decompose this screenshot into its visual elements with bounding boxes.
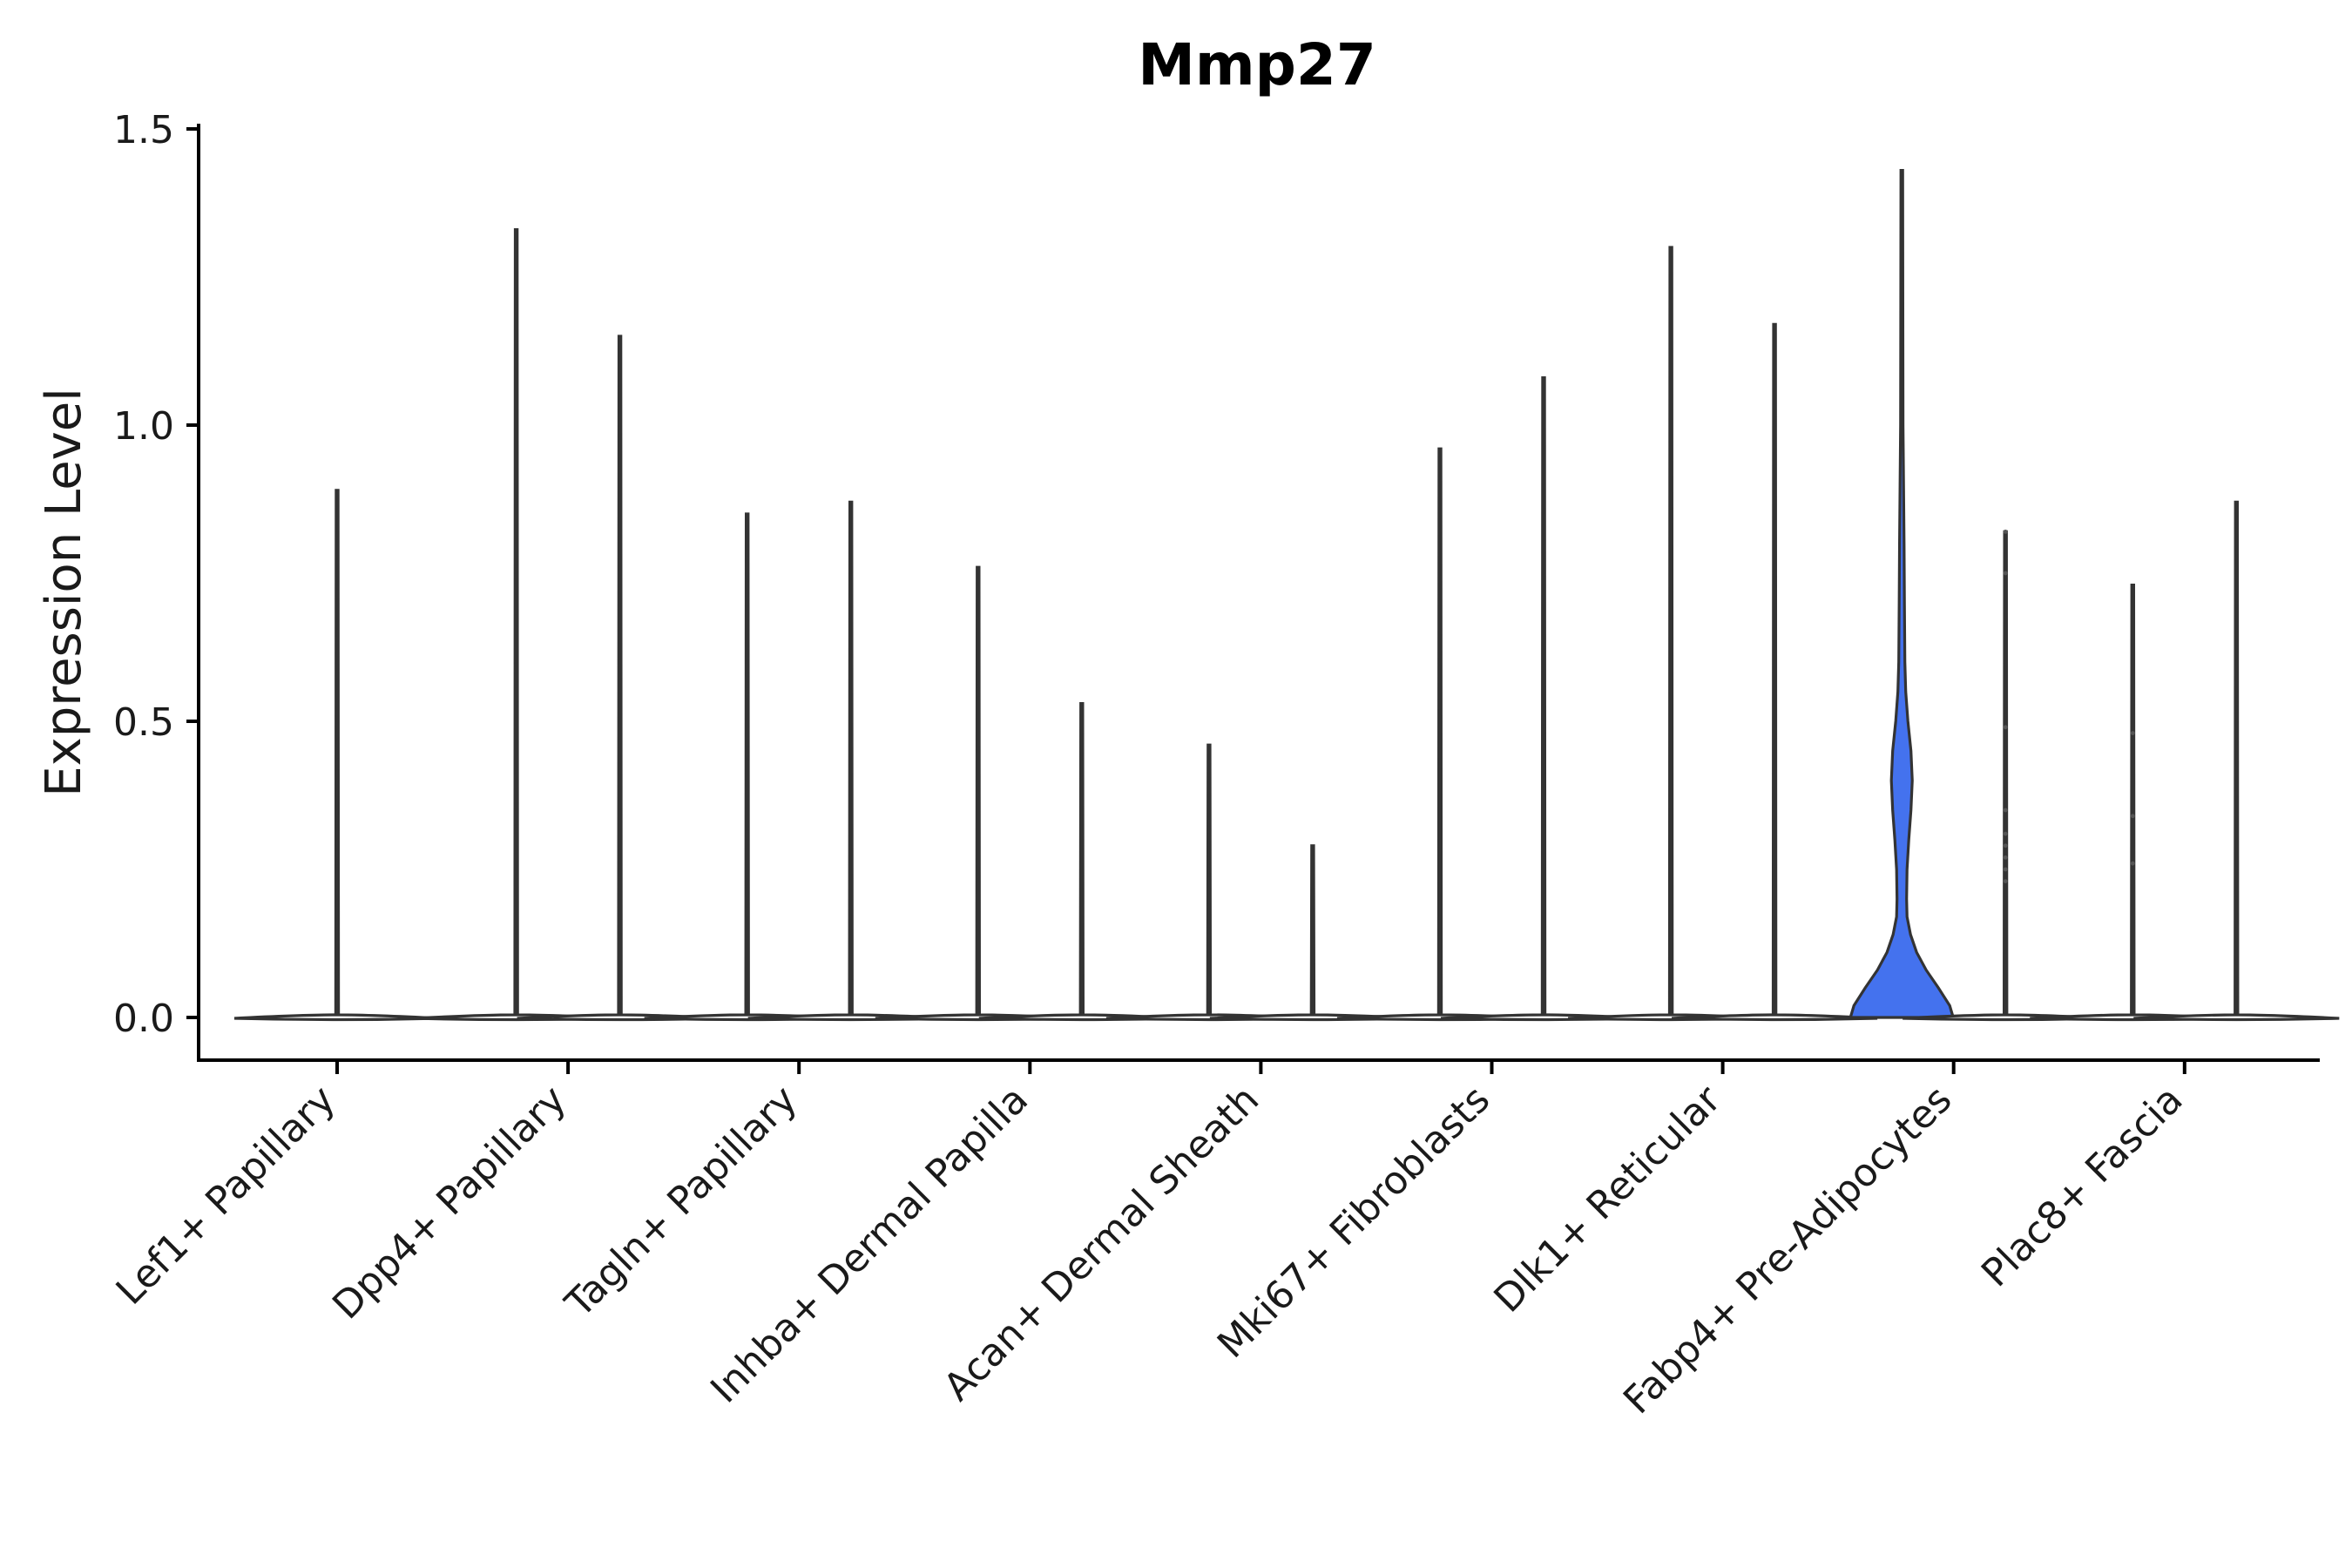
x-tick-label: Dlk1+ Reticular bbox=[1485, 1077, 1730, 1321]
y-tick-label: 0.0 bbox=[113, 997, 174, 1041]
y-tick-label: 1.5 bbox=[113, 108, 174, 152]
violin-7-2 bbox=[1672, 322, 1878, 1022]
violin-3-1 bbox=[644, 512, 850, 1022]
jitter-point bbox=[2003, 879, 2008, 883]
violin-2-1 bbox=[413, 228, 619, 1022]
jitter-point bbox=[2003, 855, 2008, 860]
chart-title: Mmp27 bbox=[1138, 31, 1376, 98]
x-tick-label: Lef1+ Papillary bbox=[108, 1078, 344, 1314]
violin-5-1 bbox=[1105, 743, 1312, 1022]
violin-9-1 bbox=[2030, 584, 2236, 1022]
jitter-point bbox=[2003, 725, 2008, 730]
violin-6-1 bbox=[1336, 447, 1544, 1022]
violin-3-2 bbox=[747, 500, 954, 1022]
violin-8-2 bbox=[1903, 530, 2109, 1022]
jitter-point bbox=[2003, 843, 2008, 848]
jitter-point bbox=[2003, 808, 2008, 813]
violin-7-1 bbox=[1568, 246, 1774, 1022]
jitter-point bbox=[2003, 867, 2008, 872]
jitter-point bbox=[2130, 814, 2135, 819]
x-tick-label: Tagln+ Papillary bbox=[557, 1078, 806, 1327]
jitter-point bbox=[2130, 731, 2135, 735]
x-tick-label: Dpp4+ Papillary bbox=[324, 1078, 575, 1328]
violin-5-2 bbox=[1209, 844, 1416, 1022]
y-axis-label: Expression Level bbox=[36, 388, 92, 797]
plot-area bbox=[233, 169, 2340, 1022]
jitter-point bbox=[2003, 831, 2008, 836]
jitter-point bbox=[2003, 571, 2008, 576]
y-tick-label: 0.5 bbox=[113, 700, 174, 745]
jitter-point bbox=[2003, 530, 2008, 534]
x-tick-label: Plac8+ Fascia bbox=[1973, 1078, 2192, 1296]
violin-4-1 bbox=[875, 565, 1081, 1022]
violin-1-1 bbox=[233, 489, 441, 1022]
jitter-point bbox=[2130, 861, 2135, 866]
violin-8-1 bbox=[1848, 169, 1956, 1019]
violin-2-2 bbox=[517, 335, 723, 1022]
violin-4-2 bbox=[978, 702, 1185, 1022]
violin-9-2 bbox=[2133, 500, 2340, 1022]
violin-6-2 bbox=[1440, 376, 1647, 1022]
y-axis-ticks: 0.0 0.5 1.0 1.5 bbox=[113, 108, 199, 1041]
y-tick-label: 1.0 bbox=[113, 404, 174, 449]
